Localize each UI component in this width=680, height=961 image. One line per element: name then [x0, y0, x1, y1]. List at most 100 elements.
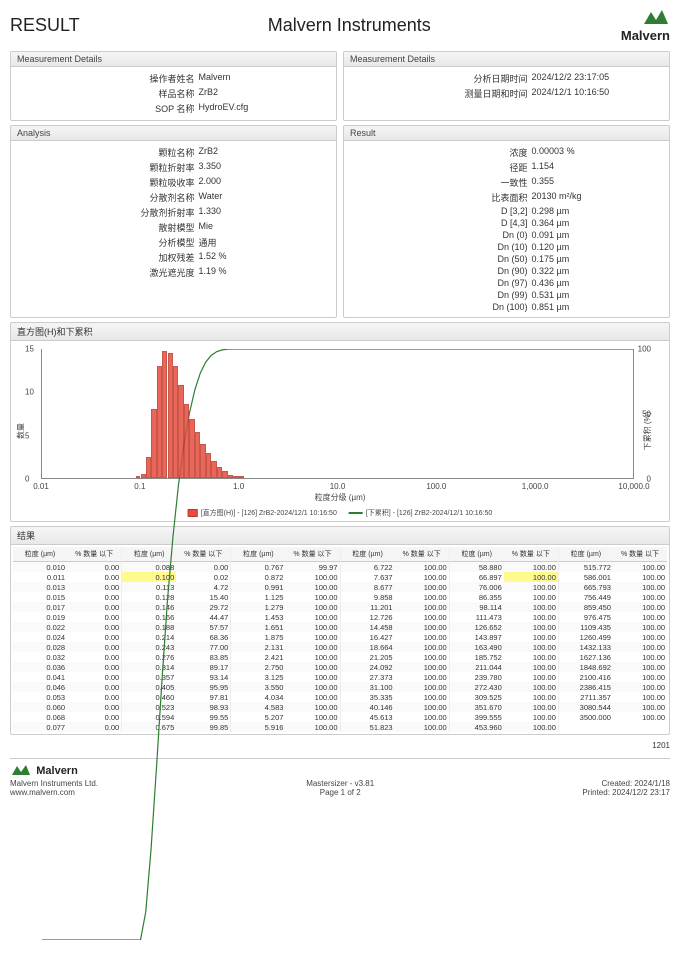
kv-row: 加权残差1.52 %	[17, 250, 330, 265]
kv-row: 操作者姓名Malvern	[17, 71, 330, 86]
kv-label: Dn (90)	[350, 266, 532, 276]
kv-label: 测量日期和时间	[350, 87, 532, 100]
kv-row: Dn (99)0.531 µm	[350, 289, 663, 301]
kv-row: 分析日期时间2024/12/2 23:17:05	[350, 71, 663, 86]
kv-row: Dn (10)0.120 µm	[350, 241, 663, 253]
kv-value: 2024/12/2 23:17:05	[532, 72, 663, 85]
kv-value: ZrB2	[199, 87, 330, 100]
panel-header: Measurement Details	[344, 52, 669, 67]
panel-header: Result	[344, 126, 669, 141]
kv-row: Dn (97)0.436 µm	[350, 277, 663, 289]
kv-value: 20130 m²/kg	[532, 191, 663, 204]
x-axis-label: 粒度分级 (µm)	[315, 492, 366, 503]
kv-label: Dn (97)	[350, 278, 532, 288]
kv-label: 激光遮光度	[17, 266, 199, 279]
kv-value: 3.350	[199, 161, 330, 174]
panel-result: Result 浓度0.00003 %径距1.154一致性0.355比表面积201…	[343, 125, 670, 318]
kv-value: 通用	[199, 236, 330, 249]
y-tick-right: 100	[638, 345, 651, 354]
legend-hist-text: [直方图(H)] - [126] ZrB2-2024/12/1 10:16:50	[201, 510, 337, 517]
kv-label: Dn (99)	[350, 290, 532, 300]
kv-label: Dn (100)	[350, 302, 532, 312]
kv-label: 颗粒吸收率	[17, 176, 199, 189]
kv-value: 0.091 µm	[532, 230, 663, 240]
kv-label: 分析日期时间	[350, 72, 532, 85]
y-tick-left: 5	[25, 431, 29, 440]
kv-value: 1.330	[199, 206, 330, 219]
kv-value: Mie	[199, 221, 330, 234]
kv-value: 1.19 %	[199, 266, 330, 279]
kv-label: 比表面积	[350, 191, 532, 204]
y-tick-right: 50	[642, 410, 651, 419]
kv-value: 0.851 µm	[532, 302, 663, 312]
kv-value: 2.000	[199, 176, 330, 189]
kv-label: Dn (0)	[350, 230, 532, 240]
x-tick: 0.1	[134, 482, 145, 491]
kv-row: 颗粒吸收率2.000	[17, 175, 330, 190]
kv-row: D [4,3]0.364 µm	[350, 217, 663, 229]
kv-value: Water	[199, 191, 330, 204]
kv-label: 颗粒折射率	[17, 161, 199, 174]
kv-label: Dn (50)	[350, 254, 532, 264]
chart-section: 直方图(H)和下累积 数量 下累积 (%) 粒度分级 (µm) [直方图(H)]…	[10, 322, 670, 522]
header-logo: Malvern	[619, 8, 670, 43]
kv-row: 比表面积20130 m²/kg	[350, 190, 663, 205]
kv-value: ZrB2	[199, 146, 330, 159]
kv-row: 径距1.154	[350, 160, 663, 175]
kv-value: 0.00003 %	[532, 146, 663, 159]
kv-row: 分散剂名称Water	[17, 190, 330, 205]
kv-row: 颗粒折射率3.350	[17, 160, 330, 175]
kv-label: 分散剂折射率	[17, 206, 199, 219]
histogram-bar	[239, 476, 245, 478]
kv-row: 测量日期和时间2024/12/1 10:16:50	[350, 86, 663, 101]
cumulative-line	[42, 349, 633, 940]
kv-label: 操作者姓名	[17, 72, 199, 85]
kv-row: D [3,2]0.298 µm	[350, 205, 663, 217]
kv-label: 浓度	[350, 146, 532, 159]
kv-row: 颗粒名称ZrB2	[17, 145, 330, 160]
panel-header: Analysis	[11, 126, 336, 141]
logo-text: Malvern	[621, 28, 670, 43]
x-tick: 100.0	[426, 482, 446, 491]
y-tick-left: 0	[25, 475, 29, 484]
report-page: RESULT Malvern Instruments Malvern Measu…	[0, 0, 680, 805]
kv-value: 0.355	[532, 176, 663, 189]
kv-value: 0.120 µm	[532, 242, 663, 252]
chart-area: 数量 下累积 (%) 粒度分级 (µm) [直方图(H)] - [126] Zr…	[11, 341, 669, 521]
header-title-left: RESULT	[10, 15, 80, 36]
kv-row: Dn (90)0.322 µm	[350, 265, 663, 277]
kv-value: 0.531 µm	[532, 290, 663, 300]
panel-analysis: Analysis 颗粒名称ZrB2颗粒折射率3.350颗粒吸收率2.000分散剂…	[10, 125, 337, 318]
kv-label: 分散剂名称	[17, 191, 199, 204]
kv-row: SOP 名称HydroEV.cfg	[17, 101, 330, 116]
kv-row: 激光遮光度1.19 %	[17, 265, 330, 280]
kv-row: Dn (0)0.091 µm	[350, 229, 663, 241]
kv-row: 散射模型Mie	[17, 220, 330, 235]
kv-label: 径距	[350, 161, 532, 174]
kv-row: 分散剂折射率1.330	[17, 205, 330, 220]
kv-label: 颗粒名称	[17, 146, 199, 159]
x-tick: 0.01	[33, 482, 49, 491]
kv-value: Malvern	[199, 72, 330, 85]
kv-value: 0.364 µm	[532, 218, 663, 228]
kv-label: Dn (10)	[350, 242, 532, 252]
kv-label: D [4,3]	[350, 218, 532, 228]
kv-label: 样品名称	[17, 87, 199, 100]
kv-value: 2024/12/1 10:16:50	[532, 87, 663, 100]
x-tick: 10.0	[330, 482, 346, 491]
y-tick-right: 0	[647, 475, 651, 484]
chart-title: 直方图(H)和下累积	[11, 323, 669, 341]
x-tick: 1,000.0	[522, 482, 549, 491]
header: RESULT Malvern Instruments Malvern	[10, 8, 670, 43]
kv-value: HydroEV.cfg	[199, 102, 330, 115]
chart-legend: [直方图(H)] - [126] ZrB2-2024/12/1 10:16:50…	[188, 508, 493, 518]
kv-row: 浓度0.00003 %	[350, 145, 663, 160]
kv-label: D [3,2]	[350, 206, 532, 216]
panel-header: Measurement Details	[11, 52, 336, 67]
legend-swatch-line	[349, 512, 363, 514]
kv-row: 一致性0.355	[350, 175, 663, 190]
kv-value: 1.52 %	[199, 251, 330, 264]
logo-icon	[642, 8, 670, 28]
kv-label: 分析模型	[17, 236, 199, 249]
kv-label: SOP 名称	[17, 102, 199, 115]
